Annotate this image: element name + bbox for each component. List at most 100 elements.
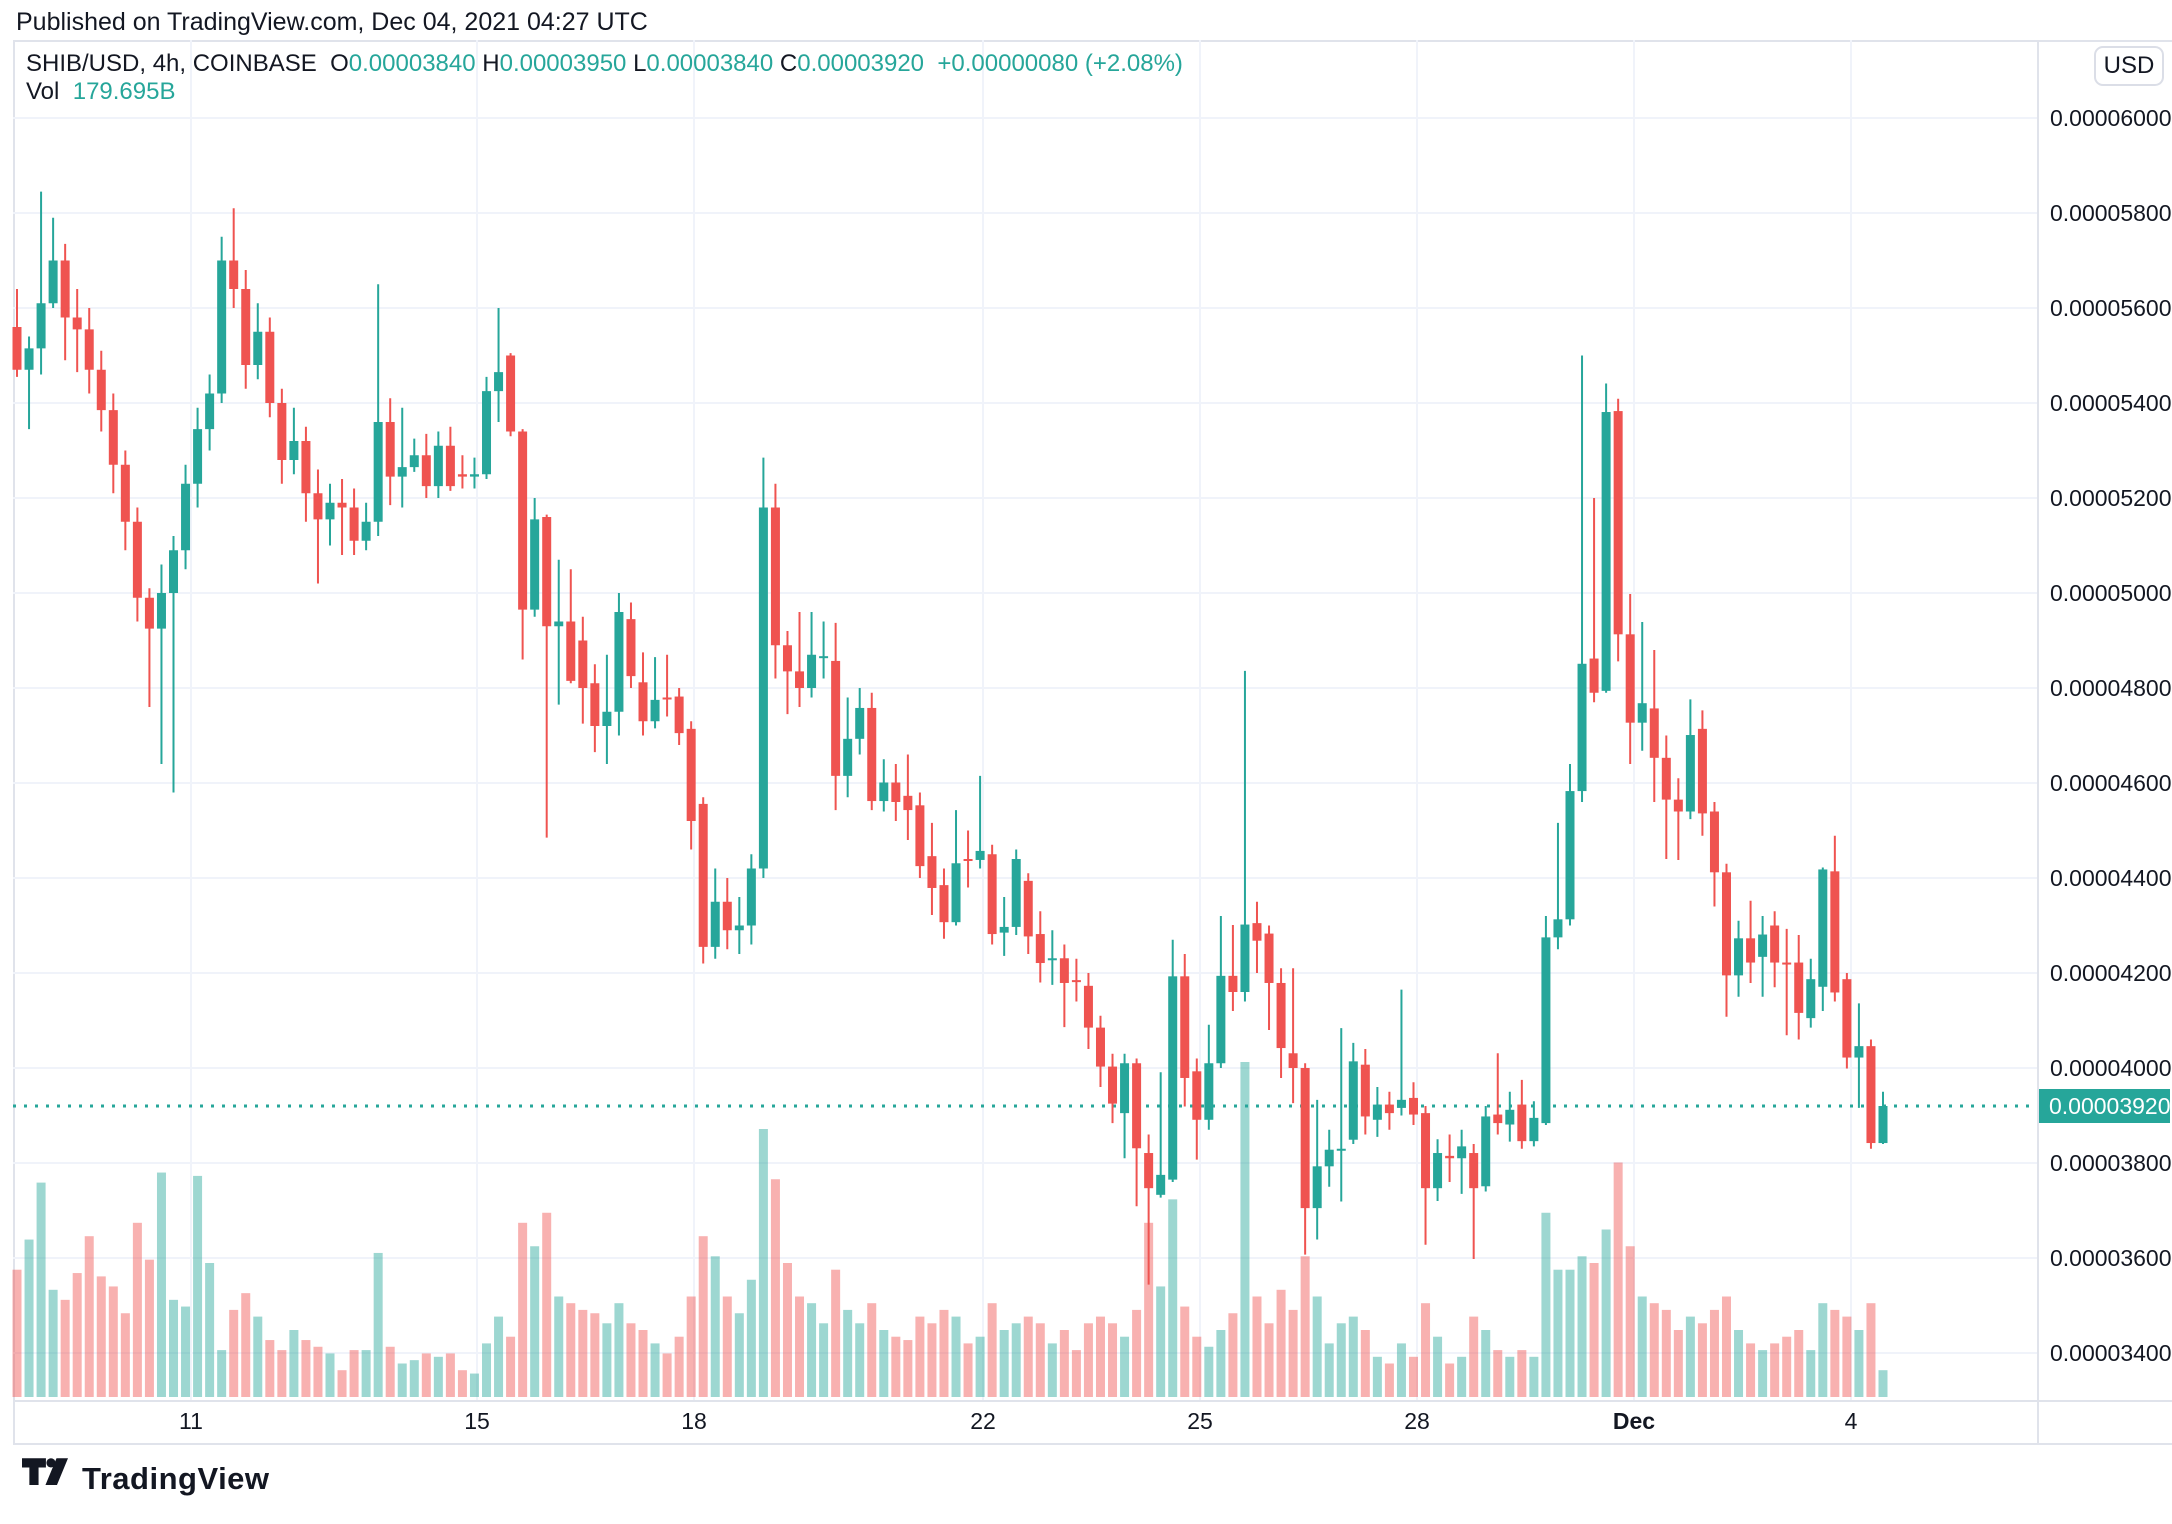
volume-bar [1336,1323,1346,1397]
volume-bar [975,1336,985,1397]
volume-bar [638,1330,648,1397]
chart-border-left [13,40,15,1443]
volume-bar [650,1343,660,1397]
price-tick-label: 0.00005000 [2050,580,2172,606]
time-tick-label: 22 [970,1408,996,1434]
candle-body [494,372,504,392]
volume-bar [1553,1269,1563,1397]
price-tick-label: 0.00004400 [2050,865,2172,891]
price-tick-label: 0.00003600 [2050,1245,2172,1271]
volume-bar [1071,1350,1081,1397]
volume-bar [482,1343,492,1397]
volume-bar [1083,1323,1093,1397]
candle-body [770,507,780,646]
volume-bar [421,1353,431,1397]
candle-body [1782,962,1792,965]
candle-body [60,260,70,318]
high-letter: H [482,50,500,77]
candle-body [939,885,949,923]
candle-body [963,859,973,861]
volume-bar [1746,1343,1756,1397]
candle-body [1481,1116,1491,1187]
volume-bar [325,1353,335,1397]
candle-body [1637,703,1647,723]
candle-body [506,355,516,432]
candle-body [24,348,34,370]
volume-bar [1770,1343,1780,1397]
candle-body [1734,938,1744,976]
volume-bar [24,1239,34,1397]
candle-body [698,803,708,947]
candle-body [84,329,94,370]
volume-bar [1577,1256,1587,1397]
candle-body [120,464,130,522]
candle-body [1035,934,1045,964]
volume-bar [987,1303,997,1397]
candle-body [12,327,22,370]
candle-body [1168,976,1178,1180]
candle-body [1095,1027,1105,1067]
volume-legend[interactable]: Vol 179.695B [26,78,175,106]
candle-body [1685,735,1695,812]
volume-bar [807,1303,817,1397]
volume-bar [686,1296,696,1397]
candle-body [1144,1153,1154,1189]
volume-bar [1445,1363,1455,1397]
candle-body [241,289,251,365]
volume-bar [1673,1330,1683,1397]
volume-bar [1878,1370,1888,1397]
volume-bar [602,1323,612,1397]
price-tick-label: 0.00004000 [2050,1055,2172,1081]
volume-bar [1035,1323,1045,1397]
tradingview-logo[interactable]: TradingView [22,1458,270,1500]
candle-body [662,697,672,700]
volume-bar [927,1323,937,1397]
candle-body [433,445,443,487]
volume-bar [301,1340,311,1397]
volume-bar [229,1309,239,1397]
candle-body [1059,958,1069,983]
volume-bar [1758,1350,1768,1397]
candle-body [1156,1174,1166,1195]
candle-body [1445,1155,1455,1159]
volume-bar [614,1303,624,1397]
candle-body [903,795,913,811]
chart-legend[interactable]: SHIB/USD, 4h, COINBASE O0.00003840 H0.00… [26,50,1183,78]
candle-body [1384,1104,1394,1114]
candle-body [132,521,142,598]
change-value: +0.00000080 [937,50,1079,77]
volume-bar [698,1236,708,1397]
candle-body [253,331,263,365]
volume-bar [1276,1289,1286,1397]
volume-bar [710,1256,720,1397]
candle-body [987,854,997,935]
tradingview-logo-text: TradingView [82,1461,270,1496]
candle-body [710,901,720,947]
change-percent: (+2.08%) [1084,50,1183,77]
candle-body [1023,880,1033,937]
price-tick-label: 0.00006000 [2050,105,2172,131]
currency-toggle-button[interactable]: USD [2094,46,2164,86]
candle-body [1408,1097,1418,1115]
candle-body [156,593,166,629]
candle-body [1252,923,1262,941]
volume-bar [1059,1330,1069,1397]
volume-bar [253,1316,263,1397]
candle-body [1589,658,1599,693]
candle-body [1083,985,1093,1028]
candle-body [650,699,660,722]
close-value: 0.00003920 [797,50,925,77]
time-tick-label: 25 [1187,1408,1213,1434]
symbol-title: SHIB/USD, 4h, COINBASE [26,50,317,77]
candle-body [313,493,323,520]
price-tick-label: 0.00004600 [2050,770,2172,796]
volume-bar [1661,1309,1671,1397]
volume-bar [1685,1316,1695,1397]
time-tick-label: 11 [179,1408,203,1434]
candle-body [554,621,564,627]
candle-body [1541,937,1551,1124]
volume-bar [1601,1229,1611,1397]
candle-body [445,445,455,487]
